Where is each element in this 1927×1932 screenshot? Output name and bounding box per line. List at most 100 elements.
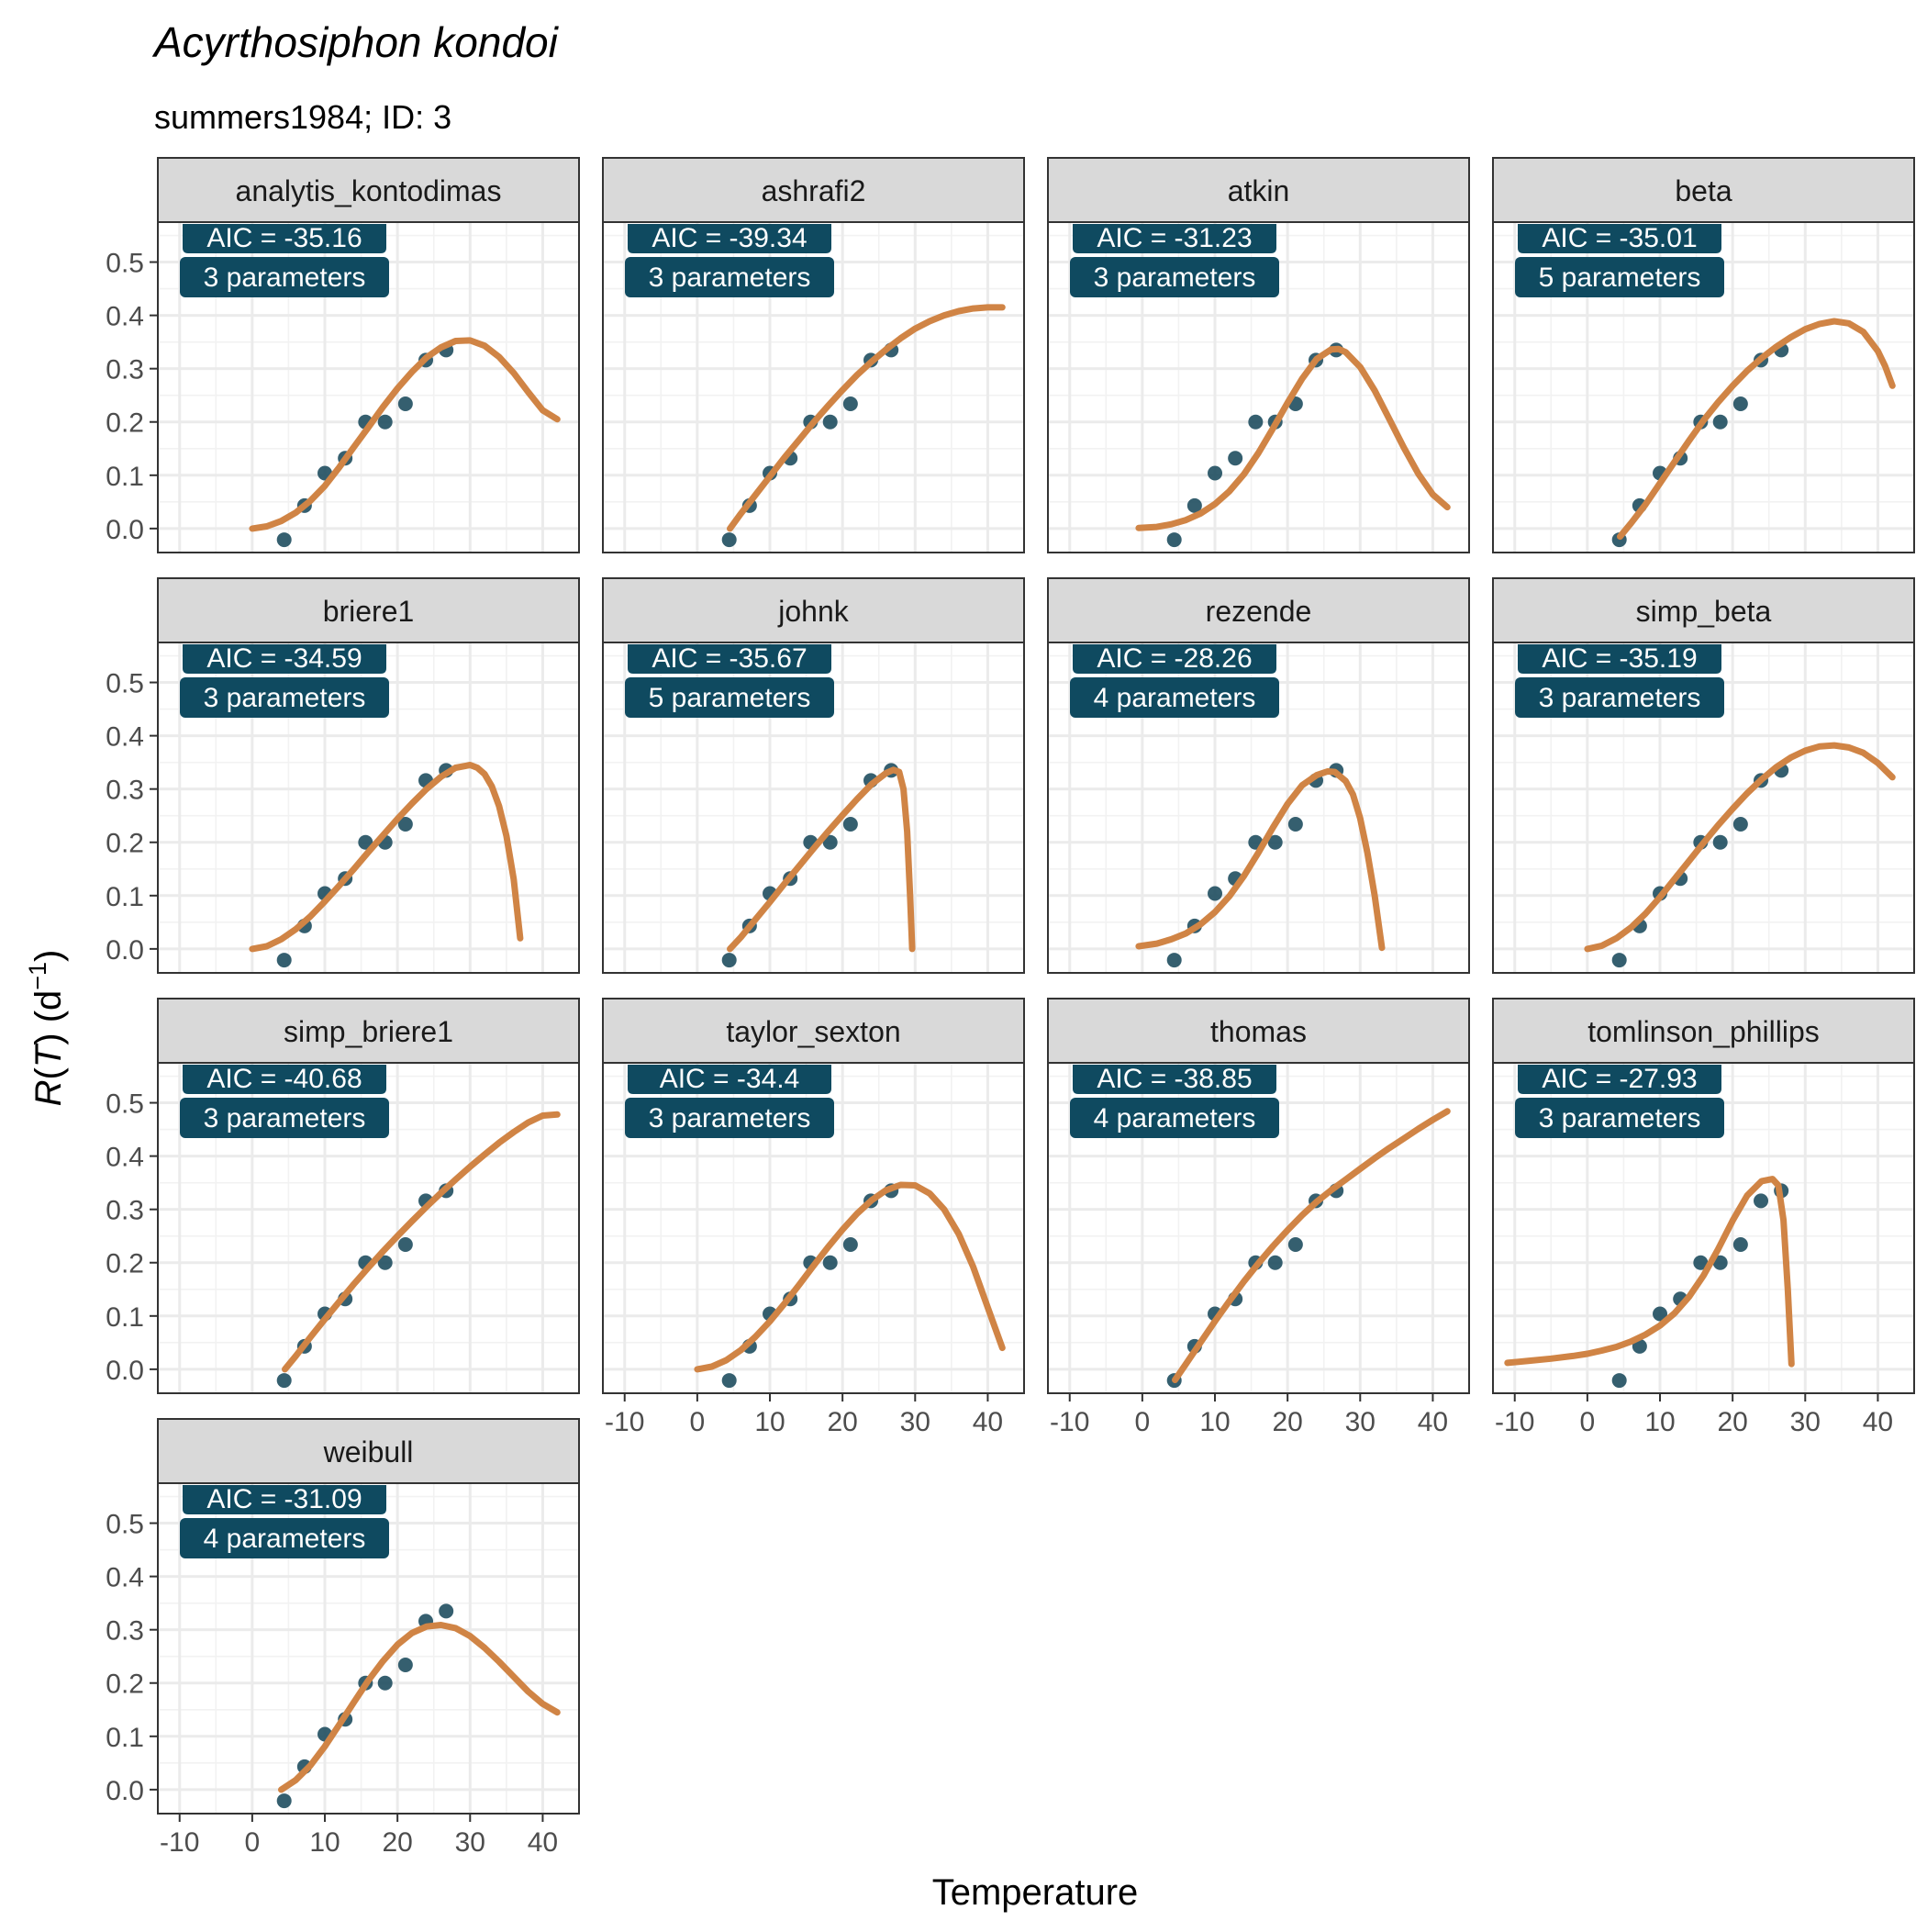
data-point [1267, 834, 1283, 850]
fitted-curve [1617, 318, 1896, 541]
params-label-bg [180, 677, 389, 718]
fitted-curve [1172, 1108, 1451, 1383]
points-group [694, 1181, 1006, 1389]
strip-background [602, 998, 1025, 1064]
strip-label: briere1 [323, 595, 415, 628]
fitted-curve [727, 304, 1006, 532]
y-tick-label: 0.4 [106, 1143, 144, 1173]
y-tick-label: 0.2 [106, 829, 144, 859]
data-point [1653, 1306, 1668, 1322]
data-point [822, 1255, 838, 1270]
fitted-curve [1504, 1176, 1795, 1368]
y-tick-label: 0.2 [106, 1249, 144, 1279]
panel-simp_beta: AIC = -35.19 3 parameters simp_beta [1492, 577, 1915, 974]
strip-background [1047, 998, 1470, 1064]
params-label-bg [180, 1098, 389, 1138]
data-point [1712, 834, 1728, 850]
strip-background [157, 998, 580, 1064]
x-tick-label: -10 [1495, 1407, 1534, 1437]
panel-atkin: AIC = -31.23 3 parameters atkin [1047, 157, 1470, 553]
y-label-exp: −1 [24, 962, 51, 990]
x-tick-label: 30 [455, 1827, 485, 1858]
params-label-bg [625, 257, 834, 297]
strip-label: beta [1675, 174, 1732, 207]
strip-background [1047, 577, 1470, 643]
strip-label: johnk [777, 595, 850, 628]
strip-label: weibull [323, 1435, 414, 1469]
panel-beta: AIC = -35.01 5 parameters beta [1492, 157, 1915, 553]
strip-background [1492, 998, 1915, 1064]
params-label: 3 parameters [649, 1103, 811, 1134]
data-point [1611, 1373, 1627, 1389]
aic-label-bg [628, 1065, 831, 1094]
data-point [822, 834, 838, 850]
strip-background [1047, 157, 1470, 223]
data-point [397, 1237, 413, 1252]
data-point [842, 817, 858, 832]
x-tick-label: 0 [245, 1827, 261, 1858]
y-label-arg: T [28, 1043, 69, 1067]
panel-simp_briere1: AIC = -40.68 3 parameters simp_briere1 0.0 0… [106, 998, 580, 1394]
fitted-curve [1584, 742, 1896, 953]
fitted-curve [694, 1181, 1006, 1373]
data-point [822, 414, 838, 430]
data-point [1208, 465, 1223, 481]
aic-label-bg [1073, 224, 1276, 253]
chart-title: Acyrthosiphon kondoi [151, 18, 560, 66]
x-tick-label: 10 [1644, 1407, 1675, 1437]
points-group [721, 763, 916, 968]
data-point [1267, 1255, 1283, 1270]
y-tick-label: 0.3 [106, 1196, 144, 1226]
aic-label-bg [183, 1065, 386, 1094]
y-tick-label: 0.3 [106, 776, 144, 806]
fitted-curve [727, 766, 916, 953]
x-tick-label: 0 [1135, 1407, 1151, 1437]
data-point [439, 1603, 454, 1619]
y-tick-label: 0.1 [106, 882, 144, 912]
data-point [377, 1255, 393, 1270]
params-label: 3 parameters [204, 1103, 366, 1134]
panel-ashrafi2: AIC = -39.34 3 parameters ashrafi2 [602, 157, 1025, 553]
y-tick-label: 0.4 [106, 1563, 144, 1593]
x-tick-label: 20 [1717, 1407, 1747, 1437]
y-label-unit: d [28, 990, 69, 1011]
panel-weibull: AIC = -31.09 4 parameters weibull 0.0 0.1 0.2… [106, 1418, 580, 1858]
strip-label: simp_beta [1636, 595, 1772, 628]
aic-label: AIC = -34.4 [660, 1064, 800, 1094]
x-axis-label: Temperature [932, 1872, 1139, 1913]
y-axis-label: R(T) (d−1) [24, 950, 69, 1107]
params-label: 3 parameters [1539, 1103, 1701, 1134]
y-tick-label: 0.5 [106, 249, 144, 279]
y-label-open: ( [28, 1067, 69, 1080]
points-group [1135, 763, 1386, 968]
params-label-bg [180, 257, 389, 297]
points-group [1166, 1108, 1451, 1389]
params-label: 4 parameters [204, 1524, 366, 1554]
panel-taylor_sexton: AIC = -34.4 3 parameters taylor_sexton -10 0… [602, 998, 1025, 1437]
data-point [1186, 497, 1202, 513]
panel-johnk: AIC = -35.67 5 parameters johnk [602, 577, 1025, 974]
data-point [1712, 414, 1728, 430]
data-point [721, 953, 737, 968]
data-point [377, 1675, 393, 1691]
strip-background [157, 157, 580, 223]
data-point [397, 1658, 413, 1672]
panel-thomas: AIC = -38.85 4 parameters thomas -10 0 10 20 30… [1047, 998, 1470, 1437]
data-point [1693, 1255, 1709, 1270]
strip-label: simp_briere1 [284, 1015, 453, 1048]
strip-background [602, 157, 1025, 223]
x-tick-label: 30 [1790, 1407, 1821, 1437]
y-tick-label: 0.1 [106, 1723, 144, 1753]
x-tick-label: 20 [827, 1407, 857, 1437]
params-label: 5 parameters [649, 683, 811, 713]
data-point [276, 532, 292, 548]
aic-label-bg [1073, 644, 1276, 674]
aic-label-bg [1518, 644, 1721, 674]
data-point [397, 396, 413, 411]
data-point [358, 834, 373, 850]
y-tick-label: 0.5 [106, 1510, 144, 1540]
data-point [1287, 1237, 1303, 1252]
aic-label-bg [183, 644, 386, 674]
y-tick-label: 0.1 [106, 462, 144, 492]
aic-label-bg [1073, 1065, 1276, 1094]
